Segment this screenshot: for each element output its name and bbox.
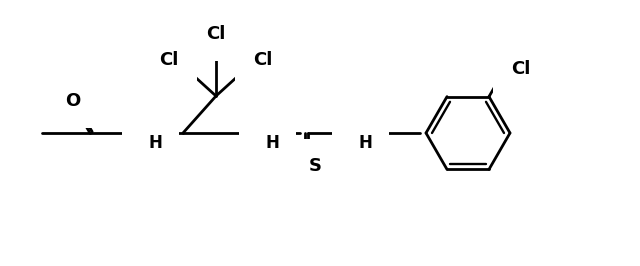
Text: N: N: [141, 121, 156, 139]
Text: Cl: Cl: [159, 51, 179, 69]
Text: Cl: Cl: [206, 25, 226, 43]
Text: S: S: [308, 157, 321, 175]
Text: O: O: [65, 92, 81, 110]
Text: H: H: [265, 134, 279, 152]
Text: Cl: Cl: [511, 60, 531, 78]
Text: N: N: [351, 121, 365, 139]
Text: H: H: [358, 134, 372, 152]
Text: N: N: [257, 121, 273, 139]
Text: H: H: [148, 134, 162, 152]
Text: Cl: Cl: [253, 51, 273, 69]
